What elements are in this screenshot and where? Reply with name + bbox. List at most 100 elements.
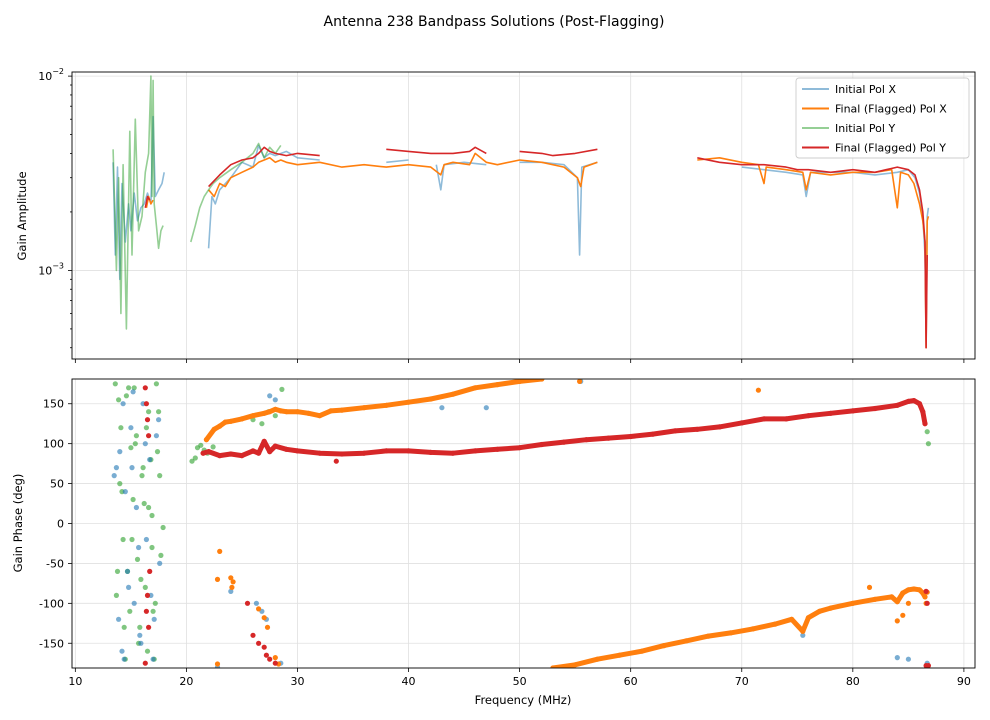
phase-point-initial-y-scatter <box>139 473 145 479</box>
phase-point-initial-x-scatter <box>113 465 119 471</box>
phase-point-initial-x-scatter <box>894 655 900 661</box>
phase-point-initial-y-scatter <box>160 524 166 531</box>
phase-point-final-x-outliers <box>264 624 271 630</box>
phase-point-initial-y-scatter <box>131 385 137 391</box>
phase-point-final-y-outliers <box>267 656 273 662</box>
phase-point-final-y-outliers <box>924 600 930 606</box>
x-tick-label-30: 30 <box>290 675 304 688</box>
phase-point-initial-y-scatter <box>123 393 129 399</box>
phase-point-final-y-outliers <box>256 640 262 646</box>
phase-point-initial-x-scatter <box>122 489 128 495</box>
phase-point-final-y-outliers <box>146 624 152 630</box>
phase-point-final-x-outliers <box>214 576 221 583</box>
phase-ytick-label-150: 150 <box>43 398 64 411</box>
phase-y-axis-label: Gain Phase (deg) <box>11 474 25 573</box>
phase-point-initial-x-scatter <box>153 433 159 439</box>
phase-point-initial-y-scatter <box>112 381 118 387</box>
phase-point-initial-y-scatter <box>114 568 121 575</box>
phase-point-initial-x-scatter <box>143 536 149 543</box>
x-tick-label-40: 40 <box>402 675 416 688</box>
phase-point-initial-x-scatter <box>253 600 259 606</box>
amp-ytick-label-0: 10−3 <box>38 261 64 277</box>
amplitude-series <box>112 75 930 349</box>
phase-point-initial-y-scatter <box>146 409 152 415</box>
phase-point-initial-y-scatter <box>259 421 265 427</box>
phase-point-initial-y-scatter <box>144 648 151 654</box>
phase-point-final-x-outliers <box>900 612 906 618</box>
phase-point-initial-y-scatter <box>132 441 138 447</box>
phase-point-final-y-outliers <box>142 660 148 666</box>
phase-ytick-label--100: -100 <box>39 597 64 610</box>
phase-point-final-y-outliers <box>143 401 149 407</box>
phase-point-final-y-outliers <box>144 592 151 599</box>
phase-point-initial-x-scatter <box>800 632 806 638</box>
phase-ytick-label--150: -150 <box>39 637 64 650</box>
phase-point-initial-y-scatter <box>133 433 139 439</box>
phase-point-initial-x-scatter <box>121 656 127 662</box>
x-tick-label-20: 20 <box>179 675 193 688</box>
x-axis-label: Frequency (MHz) <box>475 693 572 707</box>
x-tick-label-10: 10 <box>68 675 82 688</box>
phase-point-initial-y-scatter <box>137 624 143 630</box>
legend: Initial Pol X Final (Flagged) Pol X Init… <box>795 77 970 159</box>
amplitude-x-ticks <box>74 359 965 363</box>
phase-point-final-x-outliers <box>229 584 235 591</box>
phase-point-initial-x-scatter <box>142 441 148 447</box>
phase-point-initial-x-scatter <box>138 640 144 646</box>
phase-point-initial-x-scatter <box>156 417 162 423</box>
phase-point-initial-y-scatter <box>157 473 163 479</box>
phase-point-final-y-outliers <box>263 652 269 658</box>
phase-point-final-x-outliers <box>755 387 762 393</box>
phase-point-initial-x-scatter <box>157 560 163 567</box>
phase-point-initial-y-scatter <box>272 413 278 419</box>
phase-point-final-y-outliers <box>146 433 152 439</box>
phase-point-initial-y-scatter <box>138 576 144 583</box>
phase-point-initial-y-scatter <box>279 386 285 392</box>
phase-point-initial-x-scatter <box>439 405 445 411</box>
amp-ytick-exponent: −3 <box>52 261 64 270</box>
phase-point-initial-y-scatter <box>141 500 147 507</box>
legend-label-final-pol-x: Final (Flagged) Pol X <box>835 103 947 116</box>
phase-point-final-y-outliers <box>147 568 153 575</box>
phase-point-final-y-outliers <box>250 632 256 638</box>
x-tick-label-70: 70 <box>735 675 749 688</box>
legend-box <box>795 77 970 159</box>
phase-point-initial-y-scatter <box>117 481 123 487</box>
phase-ytick-label-0: 0 <box>57 518 64 531</box>
phase-point-final-y-outliers <box>143 608 149 614</box>
phase-point-initial-x-scatter <box>267 393 273 399</box>
phase-trace-final-y-main <box>200 398 928 459</box>
phase-point-initial-x-scatter <box>126 584 132 591</box>
phase-point-final-x-outliers <box>866 584 873 591</box>
amplitude-panel: 10−310−2 Gain Amplitude Initial Pol X Fi… <box>15 67 976 363</box>
phase-point-final-x-outliers <box>230 579 236 585</box>
amplitude-line-final-y <box>144 146 928 349</box>
phase-point-initial-x-scatter <box>137 632 143 638</box>
phase-point-final-x-outliers <box>272 655 278 661</box>
phase-point-initial-y-scatter <box>134 556 141 563</box>
x-tick-label-80: 80 <box>846 675 860 688</box>
phase-point-initial-y-scatter <box>189 458 195 464</box>
phase-point-final-x-outliers <box>894 618 900 624</box>
phase-point-initial-y-scatter <box>150 608 156 614</box>
phase-point-initial-y-scatter <box>113 592 119 599</box>
legend-label-initial-pol-y: Initial Pol Y <box>835 122 895 135</box>
phase-point-final-y-outliers <box>142 385 148 391</box>
phase-point-final-x-outliers <box>905 600 912 606</box>
phase-point-initial-y-scatter <box>149 512 155 519</box>
legend-label-final-pol-y: Final (Flagged) Pol Y <box>835 142 946 155</box>
phase-point-final-y-outliers <box>272 660 278 666</box>
phase-point-initial-x-scatter <box>124 568 131 575</box>
phase-point-initial-y-scatter <box>129 536 135 543</box>
phase-gridlines <box>72 379 975 668</box>
phase-point-initial-y-scatter <box>192 455 198 461</box>
phase-point-initial-x-scatter <box>272 397 278 403</box>
phase-point-initial-x-scatter <box>133 504 139 511</box>
phase-point-initial-x-scatter <box>136 544 142 551</box>
phase-trace-final-x-upper <box>203 379 545 443</box>
phase-point-initial-x-scatter <box>147 457 153 463</box>
phase-point-initial-y-scatter <box>127 608 133 614</box>
phase-point-final-y-outliers <box>244 600 251 606</box>
